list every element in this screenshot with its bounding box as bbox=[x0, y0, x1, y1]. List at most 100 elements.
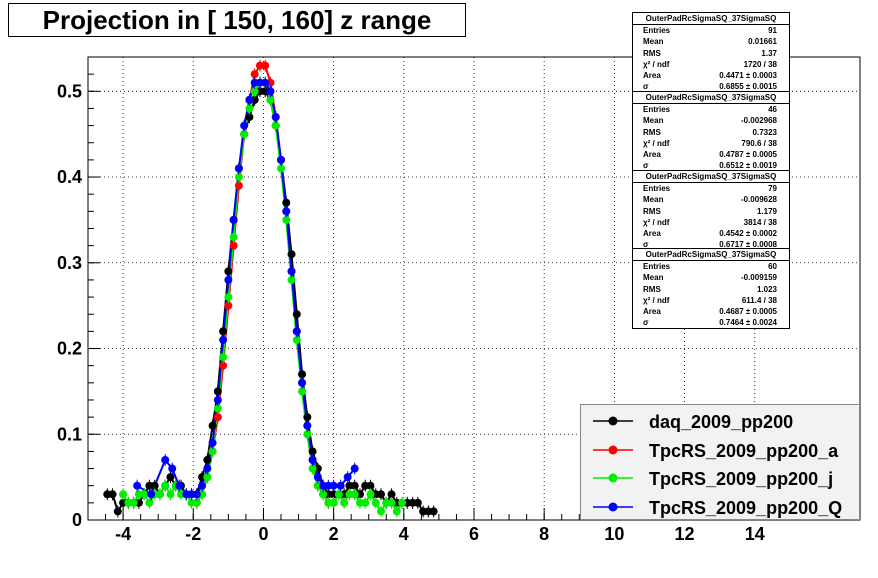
data-point bbox=[366, 481, 375, 490]
data-point bbox=[292, 335, 301, 344]
stats-panel: OuterPadRcSigmaSQ_37SigmaSQ Entries 46 Mean… bbox=[632, 91, 790, 173]
data-points bbox=[103, 59, 438, 518]
data-point bbox=[413, 498, 422, 507]
x-tick-label: 2 bbox=[329, 524, 339, 544]
stats-value: 1.023 bbox=[756, 284, 777, 294]
data-point bbox=[240, 130, 249, 139]
x-tick-label: -2 bbox=[185, 524, 201, 544]
data-point bbox=[343, 473, 352, 482]
data-point bbox=[240, 121, 249, 130]
data-point bbox=[224, 301, 233, 310]
data-point bbox=[245, 113, 254, 122]
data-point bbox=[224, 267, 233, 276]
data-point bbox=[350, 481, 359, 490]
data-point bbox=[166, 490, 175, 499]
data-point bbox=[119, 490, 128, 499]
stats-panel: OuterPadRcSigmaSQ_37SigmaSQ Entries 60 Mean… bbox=[632, 248, 790, 330]
stats-label: Area bbox=[643, 71, 661, 81]
legend-entry: TpcRS_2009_pp200_Q bbox=[581, 493, 859, 522]
data-point bbox=[213, 395, 222, 404]
x-tick-label: 4 bbox=[399, 524, 409, 544]
stats-value: 79 bbox=[768, 184, 777, 194]
data-point bbox=[108, 490, 117, 499]
stats-label: Area bbox=[643, 150, 661, 160]
data-point bbox=[287, 250, 296, 259]
data-point bbox=[208, 438, 217, 447]
data-point bbox=[198, 481, 207, 490]
data-point bbox=[213, 413, 222, 422]
data-point bbox=[336, 481, 345, 490]
data-point bbox=[250, 70, 259, 79]
stats-row: χ² / ndf 611.4 / 38 bbox=[633, 295, 789, 306]
data-point bbox=[340, 498, 349, 507]
data-point bbox=[361, 498, 370, 507]
data-point bbox=[303, 430, 312, 439]
data-point bbox=[371, 498, 380, 507]
stats-value: 790.6 / 38 bbox=[741, 138, 777, 148]
stats-label: Area bbox=[643, 229, 661, 239]
stats-label: χ² / ndf bbox=[643, 59, 670, 69]
data-point bbox=[266, 87, 275, 96]
legend-label: TpcRS_2009_pp200_j bbox=[649, 469, 834, 489]
data-point bbox=[250, 87, 259, 96]
chart-title: Projection in [ 150, 160] z range bbox=[8, 3, 466, 37]
data-point bbox=[287, 267, 296, 276]
stats-label: χ² / ndf bbox=[643, 217, 670, 227]
y-tick-label: 0.4 bbox=[57, 167, 82, 187]
stats-value: 0.6717 ± 0.0008 bbox=[719, 240, 777, 250]
data-point bbox=[429, 507, 438, 516]
stats-label: σ bbox=[643, 82, 649, 92]
stats-row: χ² / ndf 3814 / 38 bbox=[633, 217, 789, 228]
x-tick-label: 12 bbox=[675, 524, 695, 544]
data-point bbox=[298, 378, 307, 387]
x-tick-label: 14 bbox=[745, 524, 765, 544]
stats-label: Area bbox=[643, 307, 661, 317]
stats-label: Entries bbox=[643, 105, 671, 115]
stats-row: Mean 0.01661 bbox=[633, 36, 789, 47]
legend-label: TpcRS_2009_pp200_a bbox=[649, 440, 839, 461]
data-point bbox=[192, 498, 201, 507]
stats-panel: OuterPadRcSigmaSQ_37SigmaSQ Entries 79 Mean… bbox=[632, 170, 790, 252]
stats-value: 1.179 bbox=[756, 206, 777, 216]
stats-title: OuterPadRcSigmaSQ_37SigmaSQ bbox=[633, 249, 789, 262]
stats-row: Mean -0.009159 bbox=[633, 272, 789, 283]
stats-row: RMS 0.7323 bbox=[633, 127, 789, 138]
data-point bbox=[350, 464, 359, 473]
data-point bbox=[145, 498, 154, 507]
data-point bbox=[155, 490, 164, 499]
stats-row: σ 0.6512 ± 0.0019 bbox=[633, 160, 789, 171]
stats-title: OuterPadRcSigmaSQ_37SigmaSQ bbox=[633, 92, 789, 105]
data-point bbox=[229, 233, 238, 242]
data-point bbox=[147, 490, 156, 499]
data-point bbox=[234, 173, 243, 182]
data-point bbox=[277, 164, 285, 173]
data-point bbox=[292, 310, 301, 319]
data-point bbox=[203, 464, 212, 473]
data-point bbox=[229, 215, 238, 224]
data-point bbox=[303, 413, 312, 422]
legend-marker bbox=[593, 502, 633, 511]
data-point bbox=[277, 155, 285, 164]
data-point bbox=[392, 507, 401, 516]
x-tick-label: 8 bbox=[539, 524, 549, 544]
stats-label: Entries bbox=[643, 262, 671, 272]
stats-row: Mean -0.009628 bbox=[633, 194, 789, 205]
x-tick-label: 0 bbox=[258, 524, 268, 544]
data-point bbox=[298, 387, 307, 396]
series-line-1 bbox=[195, 64, 334, 504]
legend-entry: daq_2009_pp200 bbox=[581, 407, 859, 436]
stats-row: RMS 1.179 bbox=[633, 206, 789, 217]
data-point bbox=[387, 498, 396, 507]
stats-value: 3814 / 38 bbox=[743, 217, 777, 227]
data-point bbox=[234, 181, 243, 190]
stats-label: Mean bbox=[643, 195, 664, 205]
data-point bbox=[129, 498, 138, 507]
data-point bbox=[192, 490, 201, 499]
data-point bbox=[245, 104, 254, 113]
legend-marker bbox=[593, 473, 633, 483]
data-point bbox=[261, 61, 270, 70]
data-point bbox=[303, 421, 312, 430]
stats-row: Area 0.4542 ± 0.0002 bbox=[633, 228, 789, 239]
stats-value: -0.009159 bbox=[740, 273, 777, 283]
